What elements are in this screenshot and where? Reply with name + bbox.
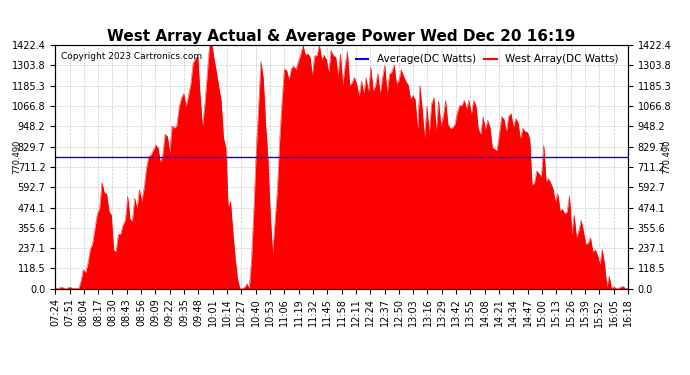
Title: West Array Actual & Average Power Wed Dec 20 16:19: West Array Actual & Average Power Wed De… <box>108 29 575 44</box>
Text: 770.490: 770.490 <box>662 140 671 174</box>
Text: 770.490: 770.490 <box>12 140 21 174</box>
Text: Copyright 2023 Cartronics.com: Copyright 2023 Cartronics.com <box>61 53 202 61</box>
Legend: Average(DC Watts), West Array(DC Watts): Average(DC Watts), West Array(DC Watts) <box>352 50 622 69</box>
